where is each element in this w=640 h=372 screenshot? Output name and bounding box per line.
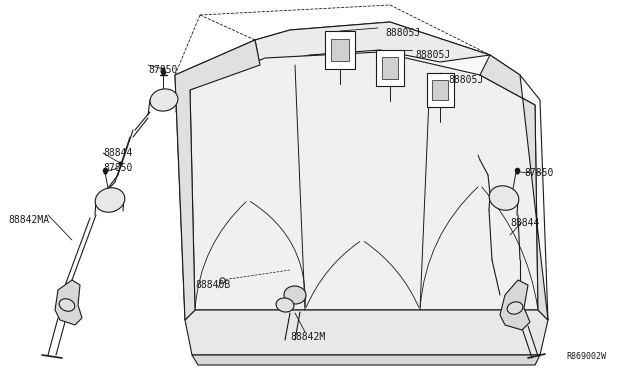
Ellipse shape: [284, 286, 306, 304]
Polygon shape: [500, 280, 530, 330]
Polygon shape: [480, 55, 548, 320]
Text: 87850: 87850: [148, 65, 177, 75]
Polygon shape: [185, 310, 548, 355]
Text: 88844: 88844: [103, 148, 132, 158]
Ellipse shape: [150, 89, 178, 111]
Ellipse shape: [276, 298, 294, 312]
Polygon shape: [175, 40, 260, 320]
Ellipse shape: [507, 302, 523, 314]
Polygon shape: [331, 39, 349, 61]
Text: 88805J: 88805J: [385, 28, 420, 38]
Polygon shape: [376, 50, 404, 86]
Polygon shape: [426, 73, 454, 107]
Text: 88844: 88844: [510, 218, 540, 228]
Ellipse shape: [95, 188, 125, 212]
Polygon shape: [325, 31, 355, 69]
Text: R869002W: R869002W: [566, 352, 606, 361]
Polygon shape: [55, 280, 82, 325]
Polygon shape: [190, 52, 538, 310]
Text: 87850: 87850: [524, 168, 554, 178]
Text: 88805J: 88805J: [415, 50, 451, 60]
Text: 88840B: 88840B: [195, 280, 230, 290]
Polygon shape: [192, 355, 540, 365]
Polygon shape: [255, 22, 490, 65]
Ellipse shape: [60, 299, 75, 311]
Text: 88842MA: 88842MA: [8, 215, 49, 225]
Polygon shape: [432, 80, 448, 100]
Text: 88805J: 88805J: [448, 75, 483, 85]
Polygon shape: [381, 57, 398, 79]
Ellipse shape: [489, 186, 519, 210]
Text: 87850: 87850: [103, 163, 132, 173]
Text: 88842M: 88842M: [290, 332, 325, 342]
Polygon shape: [175, 22, 548, 320]
